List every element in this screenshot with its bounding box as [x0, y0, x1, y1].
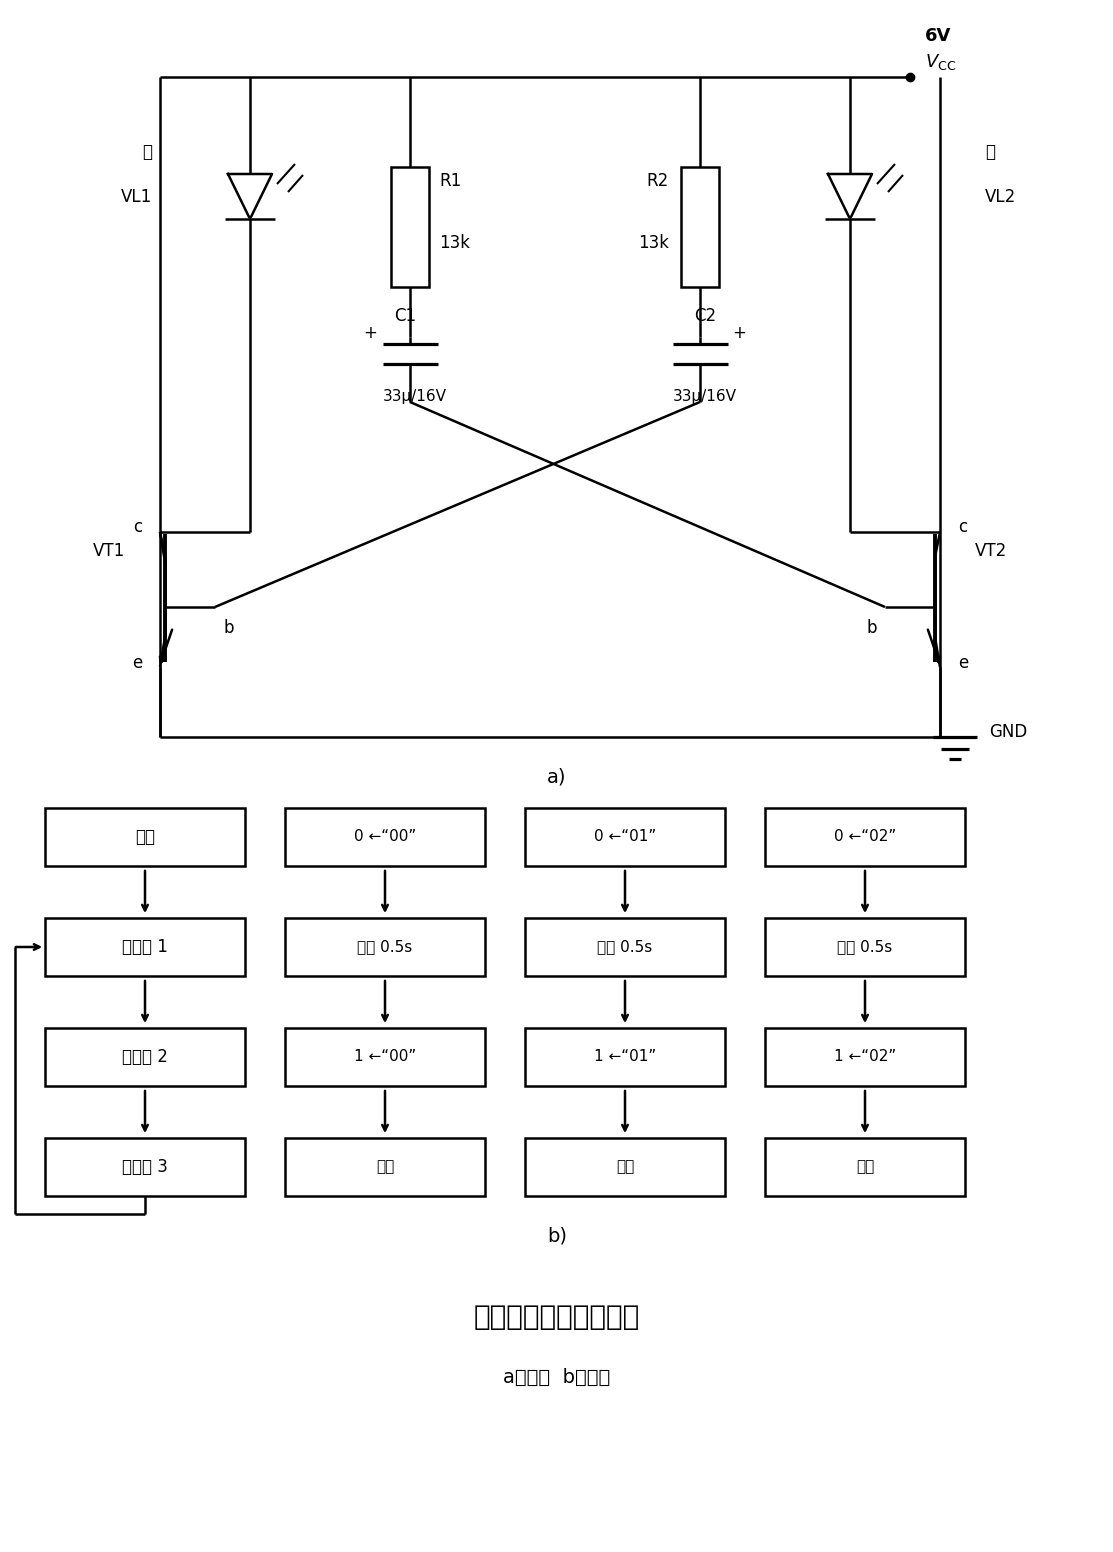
Text: b): b) [546, 1228, 567, 1246]
Text: +: + [732, 324, 747, 341]
Text: 返回: 返回 [856, 1159, 874, 1175]
Text: VT2: VT2 [975, 542, 1007, 560]
Text: VL2: VL2 [985, 188, 1016, 206]
Text: 0 ←“01”: 0 ←“01” [594, 829, 657, 844]
Bar [285, 1027, 485, 1086]
Bar [45, 1138, 245, 1197]
Text: C2: C2 [693, 307, 716, 324]
Bar [45, 1027, 245, 1086]
Text: 返回: 返回 [615, 1159, 634, 1175]
Bar [45, 809, 245, 866]
Text: 子程序 2: 子程序 2 [122, 1048, 168, 1066]
Text: 13k: 13k [638, 234, 669, 251]
Bar [525, 1027, 725, 1086]
Text: GND: GND [989, 723, 1027, 740]
Text: 1 ←“00”: 1 ←“00” [354, 1049, 416, 1065]
Text: a): a) [548, 768, 567, 787]
Text: 6V: 6V [925, 26, 952, 45]
Bar [765, 1138, 965, 1197]
Text: 延时 0.5s: 延时 0.5s [598, 939, 652, 954]
Text: c: c [132, 518, 142, 535]
Text: 0 ←“00”: 0 ←“00” [354, 829, 416, 844]
Text: e: e [131, 653, 142, 672]
Text: e: e [958, 653, 968, 672]
Bar [285, 1138, 485, 1197]
Text: b: b [867, 619, 877, 636]
Bar [765, 1027, 965, 1086]
Text: C1: C1 [394, 307, 416, 324]
Text: R2: R2 [647, 172, 669, 189]
Text: 红: 红 [142, 143, 152, 161]
Text: 33μ/16V: 33μ/16V [383, 390, 447, 404]
Bar [681, 168, 719, 287]
Bar [285, 809, 485, 866]
Bar [765, 809, 965, 866]
Bar [525, 809, 725, 866]
Text: 13k: 13k [439, 234, 470, 251]
Bar [285, 917, 485, 976]
Polygon shape [228, 174, 272, 219]
Text: 红: 红 [985, 143, 995, 161]
Bar [765, 917, 965, 976]
Text: 延时 0.5s: 延时 0.5s [837, 939, 893, 954]
Text: R1: R1 [439, 172, 461, 189]
Text: c: c [958, 518, 967, 535]
Polygon shape [828, 174, 871, 219]
Text: 1 ←“01”: 1 ←“01” [594, 1049, 657, 1065]
Text: $V_{\mathrm{CC}}$: $V_{\mathrm{CC}}$ [925, 53, 956, 71]
Text: 子程序 1: 子程序 1 [122, 937, 168, 956]
Text: 子程序 3: 子程序 3 [122, 1158, 168, 1176]
Text: 1 ←“02”: 1 ←“02” [834, 1049, 896, 1065]
Text: 0 ←“02”: 0 ←“02” [834, 829, 896, 844]
Text: 返回: 返回 [376, 1159, 394, 1175]
Text: 单片机控制闪光灯电路: 单片机控制闪光灯电路 [474, 1304, 640, 1332]
Text: 延时 0.5s: 延时 0.5s [357, 939, 413, 954]
Bar [45, 917, 245, 976]
Text: VL1: VL1 [120, 188, 152, 206]
Text: a）电路  b）流程: a）电路 b）流程 [503, 1367, 611, 1386]
Text: b: b [223, 619, 234, 636]
Bar [525, 1138, 725, 1197]
Text: 开始: 开始 [135, 829, 155, 846]
Text: 33μ/16V: 33μ/16V [673, 390, 737, 404]
Bar [391, 168, 429, 287]
Text: +: + [364, 324, 377, 341]
Bar [525, 917, 725, 976]
Text: VT1: VT1 [92, 542, 125, 560]
